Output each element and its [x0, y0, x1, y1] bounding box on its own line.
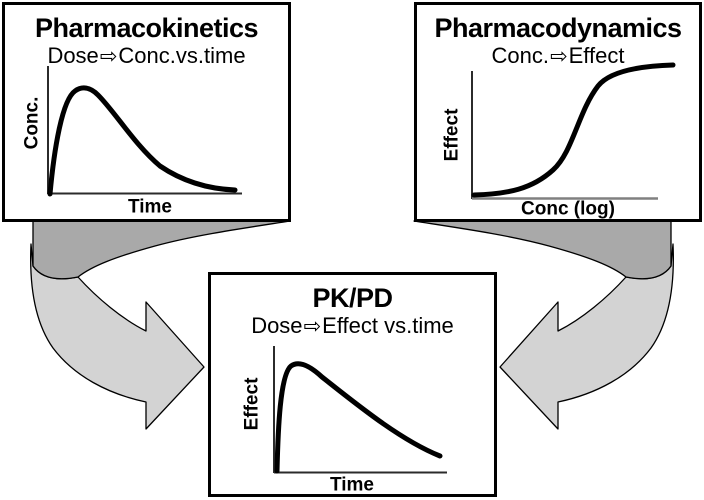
pk-subtitle: Dose⇨Conc.vs.time [5, 43, 288, 69]
pd-plot: Effect Conc (log) [442, 62, 676, 220]
pk-title: Pharmacokinetics [34, 13, 259, 43]
pkpd-plot: Effect Time [242, 346, 447, 496]
curved-arrow-left [30, 220, 291, 430]
pd-subtitle: Conc.⇨Effect [417, 43, 699, 69]
pd-header: Pharmacodynamics Conc.⇨Effect [417, 5, 699, 69]
pkpd-xlabel: Time [330, 475, 374, 496]
rightwards-white-arrow-icon: ⇨ [550, 44, 568, 68]
pkpd-header: PK/PD Dose⇨Effect vs.time [211, 275, 494, 339]
rightwards-white-arrow-icon: ⇨ [303, 314, 322, 338]
pkpd-subtitle: Dose⇨Effect vs.time [211, 313, 494, 339]
pd-subtitle-from: Conc. [491, 43, 549, 68]
pkpd-effect-curve [274, 361, 443, 474]
pd-ylabel: Effect [442, 108, 463, 161]
pkpd-subtitle-from: Dose [251, 313, 303, 338]
pkpd-subtitle-to: Effect vs.time [322, 313, 454, 338]
arrow-left-ribbon-back [32, 220, 291, 280]
pk-subtitle-from: Dose [47, 43, 99, 68]
pk-xlabel: Time [128, 197, 172, 218]
pk-plot: Conc. Time [22, 66, 242, 218]
pkpd-ylabel: Effect [242, 377, 263, 430]
pk-header: Pharmacokinetics Dose⇨Conc.vs.time [5, 5, 288, 69]
pd-title: Pharmacodynamics [434, 13, 682, 43]
pharmacokinetics-panel: Pharmacokinetics Dose⇨Conc.vs.time Conc.… [2, 2, 291, 222]
pk-subtitle-to: Conc.vs.time [118, 43, 246, 68]
pd-sigmoid-curve [471, 62, 676, 198]
pk-concentration-curve [47, 85, 238, 197]
pkpd-panel: PK/PD Dose⇨Effect vs.time Effect Time [208, 272, 497, 497]
pharmacodynamics-panel: Pharmacodynamics Conc.⇨Effect Effect Con… [414, 2, 702, 222]
pkpd-title: PK/PD [312, 283, 393, 313]
pd-subtitle-to: Effect [568, 43, 625, 68]
rightwards-white-arrow-icon: ⇨ [99, 44, 118, 68]
pd-xlabel: Conc (log) [521, 199, 615, 220]
pk-ylabel: Conc. [22, 97, 43, 150]
